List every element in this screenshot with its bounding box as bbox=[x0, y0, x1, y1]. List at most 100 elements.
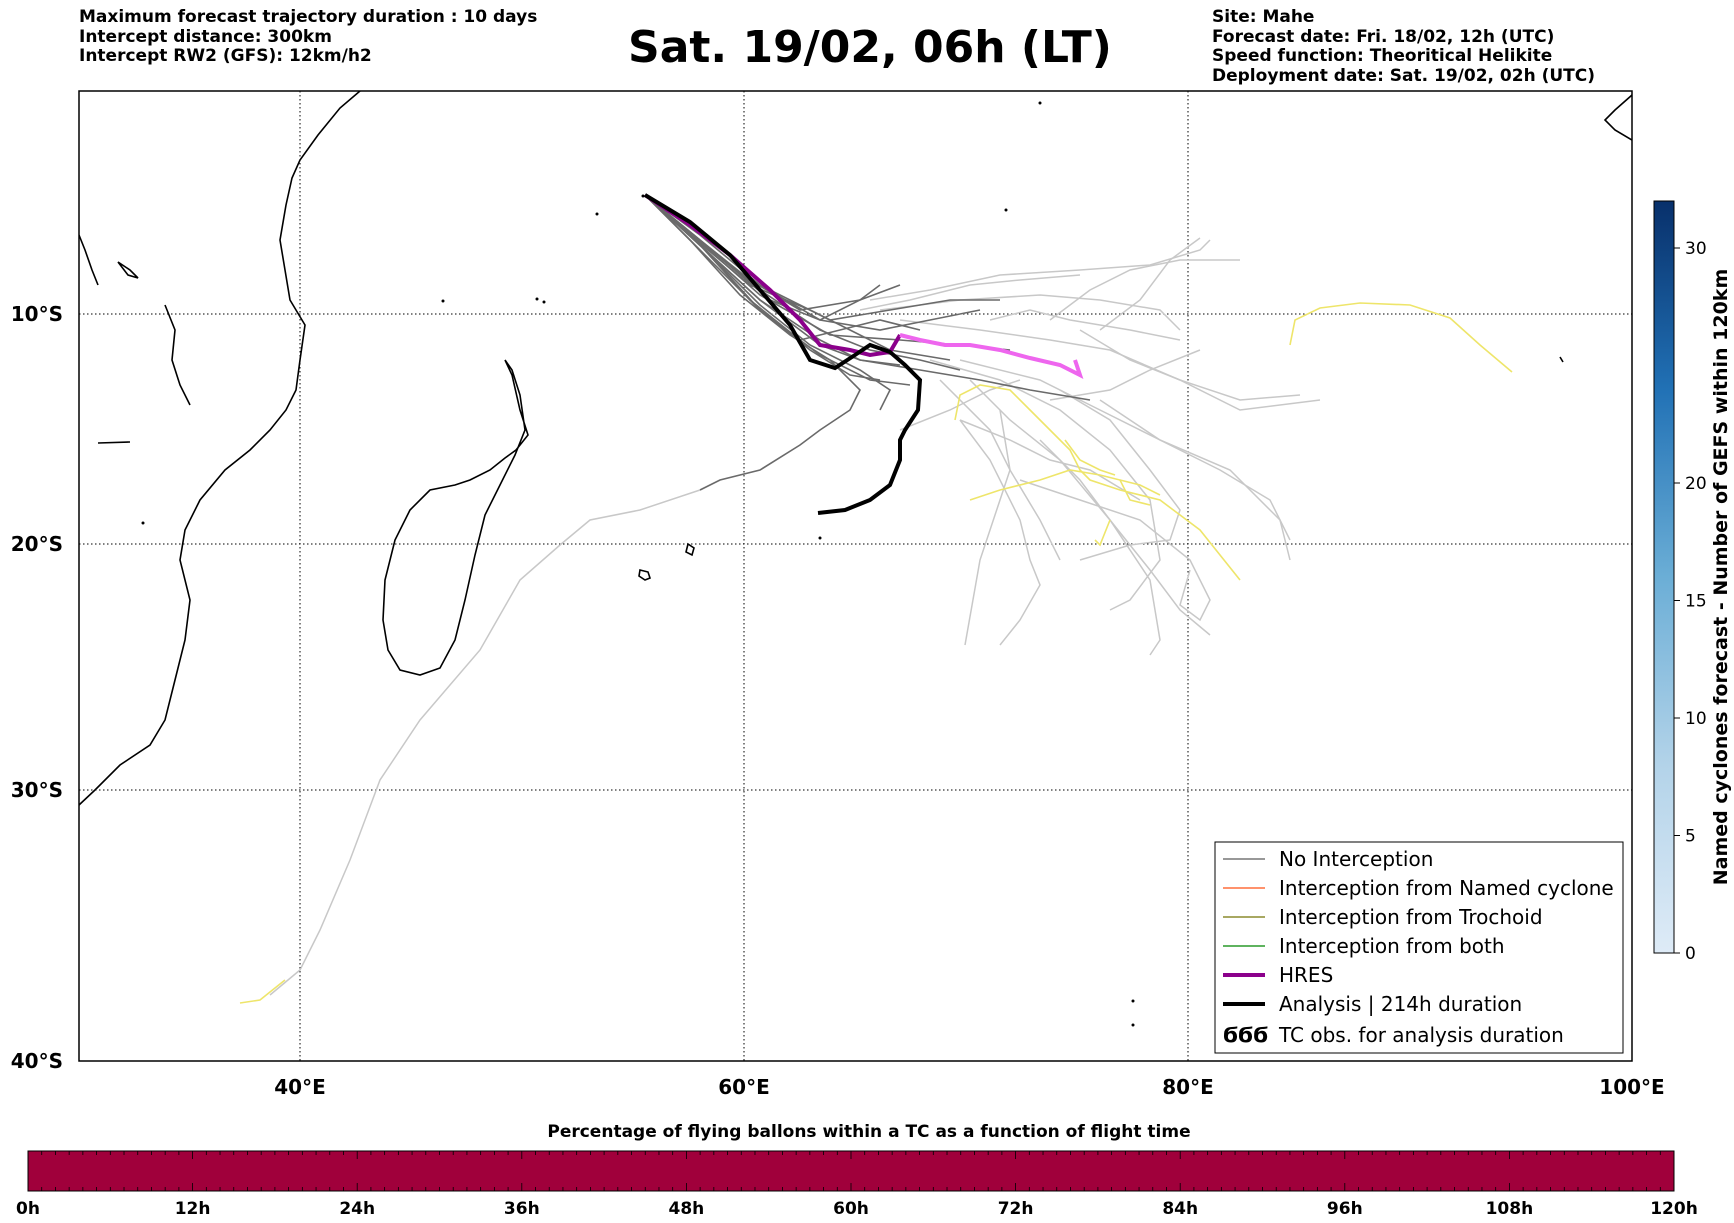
colorbar-right-title: Named cyclones forecast - Number of GEFS… bbox=[1710, 269, 1732, 886]
traj-light-grey-line bbox=[1049, 259, 1240, 321]
island-dot bbox=[141, 521, 145, 525]
header-site: Site: Mahe bbox=[1212, 7, 1315, 27]
lat-label-10s: 10°S bbox=[11, 302, 63, 326]
cb-tick-20: 20 bbox=[1674, 474, 1707, 494]
traj-dark-grey-line bbox=[644, 194, 1091, 401]
traj-light-grey bbox=[269, 237, 1321, 996]
traj-analysis bbox=[643, 193, 923, 515]
traj-light-grey-line bbox=[1049, 349, 1201, 401]
colorbar-right-bar bbox=[1653, 200, 1675, 954]
island-dot bbox=[1131, 1023, 1135, 1027]
island-dot bbox=[641, 194, 645, 198]
colorbar-bottom-title: Percentage of flying ballons within a TC… bbox=[547, 1122, 1190, 1142]
cb-tick-label: 5 bbox=[1685, 827, 1696, 847]
traj-yellow-line bbox=[239, 979, 286, 1004]
traj-light-grey-line bbox=[1099, 237, 1201, 331]
island-dot bbox=[542, 300, 546, 304]
cb-tick-30: 30 bbox=[1674, 239, 1707, 259]
legend-label-trochoid: Interception from Trochoid bbox=[1279, 905, 1543, 929]
bottom-tick-label: 84h bbox=[1162, 1199, 1198, 1219]
cb-tick-label: 15 bbox=[1685, 592, 1707, 612]
lake-victoria bbox=[117, 261, 139, 279]
coastlines bbox=[79, 91, 1632, 806]
traj-yellow bbox=[239, 302, 1513, 1004]
lat-label-20s: 20°S bbox=[11, 532, 63, 556]
traj-light-grey-line bbox=[989, 309, 1181, 341]
traj-light-grey-line bbox=[1059, 389, 1181, 561]
bottom-tick-label: 48h bbox=[669, 1199, 705, 1219]
legend-label-named-cyclone: Interception from Named cyclone bbox=[1279, 876, 1614, 900]
lat-label-30s: 30°S bbox=[11, 778, 63, 802]
lon-label-60e: 60°E bbox=[718, 1075, 770, 1099]
island-reunion bbox=[638, 569, 651, 581]
bottom-tick-label: 0h bbox=[16, 1199, 40, 1219]
island-dot bbox=[1038, 101, 1042, 105]
cb-tick-5: 5 bbox=[1674, 827, 1696, 847]
traj-light-grey-line bbox=[879, 294, 1181, 331]
island-dot bbox=[1131, 999, 1135, 1003]
traj-light-grey-line bbox=[869, 239, 1211, 301]
bottom-tick-label: 120h bbox=[1650, 1199, 1698, 1219]
lon-label-40e: 40°E bbox=[274, 1075, 326, 1099]
cb-tick-10: 10 bbox=[1674, 709, 1707, 729]
traj-light-grey-line bbox=[859, 274, 1081, 311]
header-intercept-distance: Intercept distance: 300km bbox=[79, 26, 332, 47]
traj-yellow-line bbox=[1094, 519, 1111, 547]
traj-light-grey-line bbox=[1019, 479, 1211, 622]
header-duration: Maximum forecast trajectory duration : 1… bbox=[79, 7, 538, 27]
colorbar-right: 0 5 10 15 20 30 Named cyclones forecast … bbox=[1653, 200, 1732, 964]
traj-light-grey-line bbox=[1099, 399, 1291, 541]
madagascar-coast bbox=[382, 359, 529, 676]
cb-tick-label: 10 bbox=[1685, 709, 1707, 729]
bottom-tick-label: 12h bbox=[175, 1199, 211, 1219]
traj-light-grey-line bbox=[929, 359, 1161, 611]
island-sumatra-tip bbox=[1603, 94, 1632, 141]
lat-axis-labels: 10°S 20°S 30°S 40°S bbox=[11, 302, 63, 1073]
mozambique-channel-isle bbox=[97, 441, 131, 444]
cb-tick-0: 0 bbox=[1674, 944, 1696, 964]
legend-label-both: Interception from both bbox=[1279, 934, 1505, 958]
cb-tick-label: 20 bbox=[1685, 474, 1707, 494]
map-content bbox=[79, 91, 1632, 1061]
bottom-tick-label: 108h bbox=[1486, 1199, 1534, 1219]
traj-light-grey-line bbox=[959, 419, 1141, 501]
legend-swatch-tc-obs: ϬϬϬ bbox=[1223, 1023, 1268, 1047]
cb-tick-label: 30 bbox=[1685, 239, 1707, 259]
cb-tick-label: 0 bbox=[1685, 944, 1696, 964]
traj-yellow-line bbox=[969, 469, 1151, 506]
header-forecast-date: Forecast date: Fri. 18/02, 12h (UTC) bbox=[1212, 26, 1555, 47]
main-title: Sat. 19/02, 06h (LT) bbox=[628, 22, 1112, 73]
africa-coast-north bbox=[79, 234, 99, 286]
colorbar-bottom-ticks: 0h 12h 24h 36h 48h 60h 72h 84h 96h 108h 120h bbox=[16, 1151, 1698, 1219]
bottom-tick-label: 96h bbox=[1327, 1199, 1363, 1219]
island-rodrigues bbox=[1559, 356, 1564, 363]
legend-label-analysis: Analysis | 214h duration bbox=[1279, 992, 1522, 1016]
island-dot bbox=[441, 299, 445, 303]
island-dot bbox=[595, 212, 599, 216]
island-mauritius bbox=[685, 542, 695, 557]
legend-box bbox=[1214, 841, 1624, 1054]
traj-light-grey-line bbox=[899, 319, 1321, 411]
traj-yellow-line bbox=[1064, 439, 1116, 476]
island-dot bbox=[1004, 208, 1008, 212]
legend-label-hres: HRES bbox=[1279, 963, 1333, 987]
traj-light-grey-line bbox=[959, 419, 1041, 646]
colorbar-bottom: Percentage of flying ballons within a TC… bbox=[16, 1122, 1698, 1219]
bottom-tick-label: 36h bbox=[504, 1199, 540, 1219]
lon-axis-labels: 40°E 60°E 80°E 100°E bbox=[274, 1075, 1664, 1099]
traj-yellow-line bbox=[1119, 479, 1161, 496]
traj-hres-late bbox=[899, 333, 1084, 379]
traj-light-grey-line bbox=[269, 489, 701, 996]
colorbar-right-ticks: 0 5 10 15 20 30 bbox=[1674, 239, 1707, 964]
traj-yellow-line bbox=[1289, 302, 1513, 373]
africa-coast bbox=[79, 91, 361, 806]
legend: No Interception Interception from Named … bbox=[1214, 841, 1624, 1054]
header-right: Site: Mahe Forecast date: Fri. 18/02, 12… bbox=[1212, 7, 1595, 86]
lon-label-80e: 80°E bbox=[1162, 1075, 1214, 1099]
island-dot bbox=[818, 536, 822, 540]
lon-label-100e: 100°E bbox=[1599, 1075, 1664, 1099]
legend-label-tc-obs: TC obs. for analysis duration bbox=[1278, 1023, 1564, 1047]
header-intercept-rw2: Intercept RW2 (GFS): 12km/h2 bbox=[79, 46, 372, 66]
lat-label-40s: 40°S bbox=[11, 1049, 63, 1073]
